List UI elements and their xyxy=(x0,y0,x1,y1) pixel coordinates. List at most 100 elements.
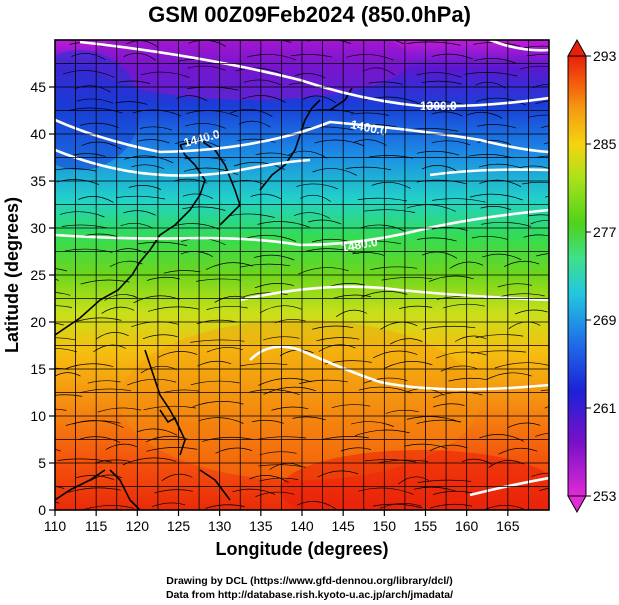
streamline xyxy=(364,459,417,463)
streamline xyxy=(421,80,462,85)
streamline xyxy=(483,505,524,510)
streamline xyxy=(142,334,178,340)
y-axis-label: Latitude (degrees) xyxy=(2,197,22,353)
streamline xyxy=(248,40,292,43)
streamline xyxy=(57,458,112,463)
streamline xyxy=(199,417,244,424)
streamline xyxy=(255,152,292,157)
streamline xyxy=(333,294,371,299)
streamline xyxy=(196,278,241,282)
streamline xyxy=(429,503,473,509)
streamline xyxy=(202,436,253,442)
streamline xyxy=(372,350,418,359)
streamline xyxy=(249,475,289,483)
streamline xyxy=(503,260,540,268)
streamline xyxy=(79,122,119,128)
streamline xyxy=(431,198,486,203)
streamline xyxy=(257,221,310,228)
streamline xyxy=(76,98,114,104)
streamline xyxy=(259,305,302,314)
streamline xyxy=(514,309,548,315)
x-tick-label: 115 xyxy=(85,518,108,534)
streamline xyxy=(250,193,282,200)
streamline xyxy=(132,109,182,117)
streamline xyxy=(136,428,178,436)
streamline xyxy=(358,487,414,495)
streamline xyxy=(317,470,359,478)
streamline xyxy=(331,404,371,409)
streamline xyxy=(307,219,342,225)
streamline xyxy=(519,165,549,170)
streamline xyxy=(94,459,131,464)
streamline xyxy=(363,377,408,384)
streamline xyxy=(259,451,297,456)
colorbar-ticks: 253 261 269 277 285 293 xyxy=(586,48,617,504)
streamline xyxy=(398,476,429,485)
streamline xyxy=(440,365,478,372)
grid-lines xyxy=(54,39,550,511)
streamline xyxy=(71,53,106,60)
streamline xyxy=(147,306,199,312)
streamline xyxy=(140,365,177,374)
streamline xyxy=(543,142,549,145)
x-tick-label: 160 xyxy=(455,518,479,534)
streamline xyxy=(536,155,549,158)
streamline xyxy=(229,213,275,218)
streamline xyxy=(76,475,115,480)
streamline xyxy=(55,501,60,504)
streamline xyxy=(379,503,422,509)
streamline xyxy=(536,253,549,257)
streamline xyxy=(416,72,462,78)
x-tick-label: 165 xyxy=(496,518,520,534)
colorbar-tick-label: 253 xyxy=(593,488,617,504)
streamline xyxy=(471,350,526,354)
streamline xyxy=(416,419,462,424)
streamline xyxy=(305,248,359,255)
streamline xyxy=(384,361,433,369)
y-tick-label: 25 xyxy=(30,267,46,283)
streamline xyxy=(381,276,433,281)
streamline xyxy=(239,263,290,268)
streamline xyxy=(55,305,73,308)
streamline xyxy=(299,379,348,384)
y-axis-ticks: 0 5 10 15 20 25 30 35 40 45 xyxy=(30,79,55,518)
streamline xyxy=(527,214,549,217)
streamline xyxy=(302,95,337,104)
streamline xyxy=(373,503,423,509)
streamline xyxy=(531,472,549,477)
streamline xyxy=(291,54,333,58)
streamline xyxy=(507,422,541,429)
streamline xyxy=(300,126,354,131)
streamline xyxy=(480,206,512,211)
streamline xyxy=(55,394,83,397)
streamline xyxy=(196,319,237,325)
streamline xyxy=(436,351,487,359)
y-tick-label: 5 xyxy=(38,455,46,471)
streamline xyxy=(55,448,61,452)
streamline xyxy=(497,283,532,288)
streamline xyxy=(143,405,196,411)
streamline xyxy=(55,372,81,377)
streamline xyxy=(55,408,67,411)
streamline xyxy=(523,234,549,238)
streamline xyxy=(448,377,488,382)
streamline xyxy=(422,325,476,330)
streamline xyxy=(137,139,170,144)
x-tick-label: 130 xyxy=(208,518,232,534)
x-tick-label: 135 xyxy=(249,518,273,534)
streamline xyxy=(163,270,201,274)
streamline xyxy=(215,447,253,454)
y-tick-label: 40 xyxy=(30,126,46,142)
y-tick-label: 30 xyxy=(30,220,46,236)
streamline xyxy=(104,294,138,301)
streamline xyxy=(254,254,295,261)
x-axis-ticks: 110 115 120 125 130 135 140 145 150 155 160 165 xyxy=(44,510,520,534)
streamline xyxy=(243,292,288,298)
streamline xyxy=(535,432,549,437)
streamline xyxy=(526,53,549,57)
streamline xyxy=(416,150,460,156)
y-tick-label: 20 xyxy=(30,314,46,330)
streamline xyxy=(455,335,487,342)
streamline xyxy=(118,80,151,84)
